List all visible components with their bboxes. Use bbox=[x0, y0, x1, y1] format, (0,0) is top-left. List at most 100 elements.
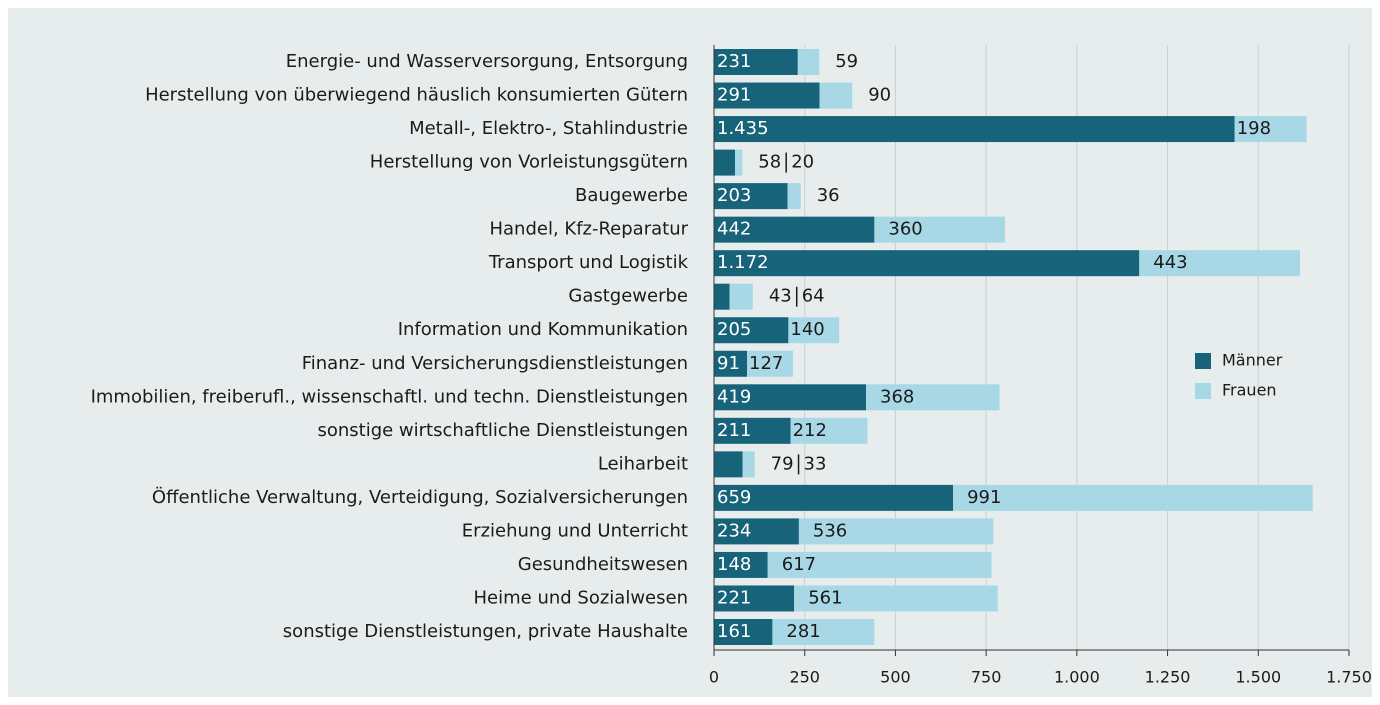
bar-segment bbox=[714, 216, 875, 243]
value-label: 64 bbox=[802, 286, 825, 307]
bar-segment bbox=[787, 183, 801, 210]
bar-segment bbox=[714, 82, 820, 109]
category-label: Herstellung von Vorleistungsgütern bbox=[370, 152, 688, 173]
bar-segment bbox=[714, 116, 1235, 143]
x-tick-label: 1.250 bbox=[1145, 668, 1191, 687]
value-label: 203 bbox=[717, 185, 751, 206]
value-label: 1.172 bbox=[717, 252, 769, 273]
category-label: Handel, Kfz-Reparatur bbox=[489, 219, 688, 240]
bar-segment bbox=[874, 216, 1006, 243]
value-label: 561 bbox=[808, 587, 842, 608]
x-tick-label: 250 bbox=[789, 668, 820, 687]
value-label: 659 bbox=[717, 487, 751, 508]
value-label: 58 bbox=[758, 152, 781, 173]
value-label: 368 bbox=[880, 386, 914, 407]
value-label: 161 bbox=[717, 621, 751, 642]
category-label: Leiharbeit bbox=[598, 453, 688, 474]
value-label: 148 bbox=[717, 554, 751, 575]
value-label: 43 bbox=[769, 286, 792, 307]
value-label: 281 bbox=[786, 621, 820, 642]
bar-segment bbox=[742, 451, 755, 478]
bar-segment bbox=[772, 619, 875, 645]
value-label: 991 bbox=[967, 487, 1001, 508]
x-tick-label: 0 bbox=[709, 668, 719, 687]
legend-label: Frauen bbox=[1222, 381, 1277, 400]
value-label: 36 bbox=[817, 185, 840, 206]
value-label: 360 bbox=[888, 219, 922, 240]
bar-segment bbox=[714, 551, 768, 578]
category-label: Transport und Logistik bbox=[488, 252, 689, 273]
value-label: 234 bbox=[717, 520, 751, 541]
bar-segment bbox=[790, 417, 868, 444]
bar-segment bbox=[714, 250, 1140, 277]
category-label: Erziehung und Unterricht bbox=[462, 520, 688, 541]
category-label: Information und Kommunikation bbox=[398, 319, 688, 340]
category-label: sonstige Dienstleistungen, private Haush… bbox=[283, 621, 688, 642]
value-label: 231 bbox=[717, 51, 751, 72]
value-label: 211 bbox=[717, 420, 751, 441]
category-label: Gesundheitswesen bbox=[518, 554, 688, 575]
x-tick-label: 750 bbox=[971, 668, 1002, 687]
category-label: Öffentliche Verwaltung, Verteidigung, So… bbox=[152, 486, 688, 508]
value-label: 205 bbox=[717, 319, 751, 340]
bar-segment bbox=[714, 451, 743, 478]
category-label: Gastgewerbe bbox=[568, 286, 688, 307]
x-tick-label: 1.500 bbox=[1235, 668, 1281, 687]
bar-segment bbox=[819, 82, 853, 109]
bar-segment bbox=[714, 417, 791, 444]
value-label: 198 bbox=[1237, 118, 1271, 139]
category-label: Herstellung von überwiegend häuslich kon… bbox=[145, 85, 688, 106]
x-tick-label: 500 bbox=[880, 668, 911, 687]
legend-label: Männer bbox=[1222, 351, 1283, 370]
bar-segment bbox=[714, 619, 773, 645]
value-label: 536 bbox=[813, 520, 847, 541]
bar-segment bbox=[714, 149, 736, 176]
bar-segment bbox=[798, 518, 994, 545]
value-label: 221 bbox=[717, 587, 751, 608]
category-label: sonstige wirtschaftliche Dienstleistunge… bbox=[317, 420, 688, 441]
value-label: 140 bbox=[790, 319, 824, 340]
value-label: 91 bbox=[717, 353, 740, 374]
category-label: Immobilien, freiberufl., wissenschaftl. … bbox=[91, 386, 688, 407]
bar-segment bbox=[714, 384, 867, 411]
bar-segment bbox=[788, 317, 840, 344]
legend-swatch bbox=[1195, 383, 1211, 399]
bar-segment bbox=[767, 551, 992, 578]
bar-segment bbox=[714, 183, 788, 210]
bar-segment bbox=[794, 585, 998, 612]
x-tick-label: 1.000 bbox=[1054, 668, 1100, 687]
bar-segment bbox=[714, 585, 795, 612]
bar-segment bbox=[747, 350, 794, 377]
value-label: 419 bbox=[717, 386, 751, 407]
value-label: 20 bbox=[791, 152, 814, 173]
bar-segment bbox=[714, 518, 799, 545]
legend-swatch bbox=[1195, 353, 1211, 369]
value-label: 443 bbox=[1153, 252, 1187, 273]
value-label: 127 bbox=[749, 353, 783, 374]
category-label: Finanz- und Versicherungsdienstleistunge… bbox=[302, 353, 688, 374]
value-label: 79 bbox=[771, 453, 794, 474]
value-label: 59 bbox=[835, 51, 858, 72]
bar-segment bbox=[714, 283, 730, 310]
category-label: Baugewerbe bbox=[575, 185, 688, 206]
bar-segment bbox=[729, 283, 753, 310]
value-label: 291 bbox=[717, 85, 751, 106]
bar-segment bbox=[714, 317, 789, 344]
category-label: Heime und Sozialwesen bbox=[474, 587, 688, 608]
bar-segment bbox=[714, 49, 798, 75]
bar-segment bbox=[1139, 250, 1301, 277]
bar-segment bbox=[797, 49, 820, 75]
category-label: Energie- und Wasserversorgung, Entsorgun… bbox=[286, 51, 688, 72]
category-label: Metall-, Elektro-, Stahlindustrie bbox=[409, 118, 688, 139]
value-label: 212 bbox=[793, 420, 827, 441]
x-tick-label: 1.750 bbox=[1326, 668, 1372, 687]
bar-segment bbox=[735, 149, 743, 176]
bar-segment bbox=[714, 484, 954, 511]
value-label: 1.435 bbox=[717, 118, 769, 139]
bar-segment bbox=[714, 350, 748, 377]
value-label: 617 bbox=[782, 554, 816, 575]
value-label: 33 bbox=[804, 453, 827, 474]
bar-segment bbox=[1234, 116, 1307, 143]
value-label: 90 bbox=[868, 85, 891, 106]
